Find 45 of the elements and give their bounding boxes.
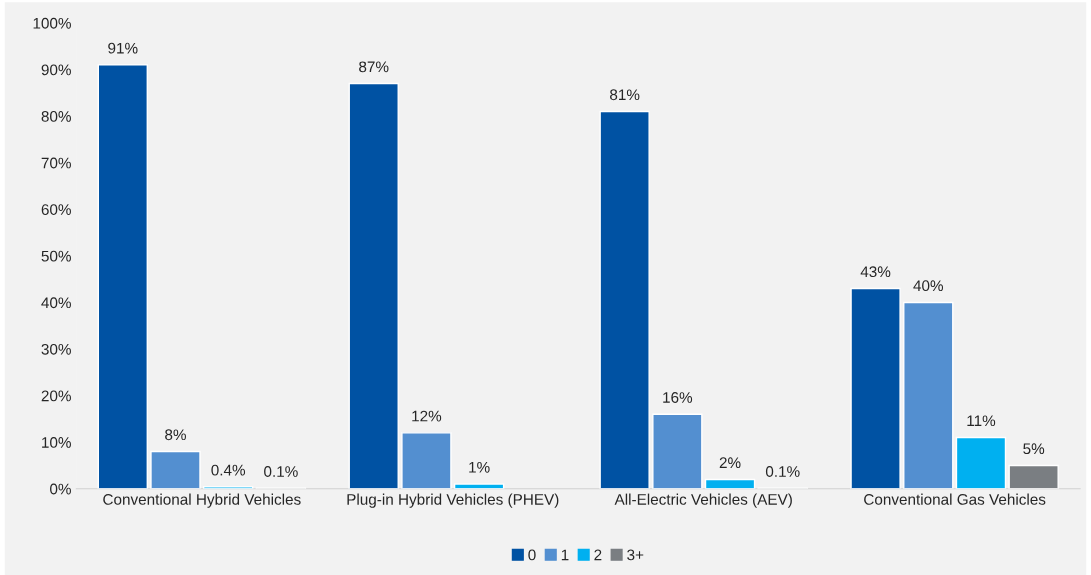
data-label: 1% <box>469 461 490 473</box>
data-label: 11% <box>967 415 996 427</box>
bar <box>955 436 1007 489</box>
y-tick-label: 10% <box>42 437 71 448</box>
bar <box>97 64 148 489</box>
data-label: 87% <box>359 61 389 73</box>
data-label: 81% <box>610 89 640 101</box>
y-tick-label: 70% <box>41 157 71 169</box>
bar <box>401 432 452 489</box>
bar <box>903 301 954 489</box>
legend-label: 1 <box>561 549 569 561</box>
legend-label: 2 <box>594 549 602 561</box>
bar <box>1008 464 1059 489</box>
bar <box>348 82 399 489</box>
y-tick-label: 100% <box>33 17 71 29</box>
y-tick-label: 0% <box>50 483 71 495</box>
data-label: 5% <box>1023 443 1045 455</box>
data-label: 0.4% <box>211 464 246 476</box>
data-label: 91% <box>108 42 138 54</box>
data-label: 40% <box>913 280 944 292</box>
y-tick-label: 30% <box>41 343 71 355</box>
data-label: 0.1% <box>264 466 298 477</box>
legend-label: 3+ <box>627 549 644 561</box>
data-label: 43% <box>860 266 891 278</box>
bar <box>599 110 650 489</box>
data-label: 2% <box>719 457 741 469</box>
bar <box>850 287 901 489</box>
x-tick-label: Conventional Gas Vehicles <box>864 493 1046 505</box>
x-tick-label: All-Electric Vehicles (AEV) <box>614 493 792 508</box>
y-tick-label: 60% <box>41 204 71 215</box>
y-tick-label: 90% <box>41 64 71 76</box>
bar <box>652 413 703 489</box>
legend-label: 0 <box>528 549 536 561</box>
data-label: 12% <box>412 410 442 422</box>
y-tick-label: 80% <box>41 111 71 122</box>
data-label: 16% <box>663 392 693 403</box>
bar <box>150 450 201 489</box>
y-tick-label: 50% <box>41 250 71 262</box>
x-tick-label: Conventional Hybrid Vehicles <box>103 493 301 508</box>
bar <box>453 483 505 489</box>
x-tick-label: Plug-in Hybrid Vehicles (PHEV) <box>347 493 559 508</box>
y-tick-label: 40% <box>41 297 71 309</box>
y-tick-label: 20% <box>41 390 71 402</box>
data-label: 0.1% <box>765 466 800 477</box>
data-label: 8% <box>165 429 186 441</box>
